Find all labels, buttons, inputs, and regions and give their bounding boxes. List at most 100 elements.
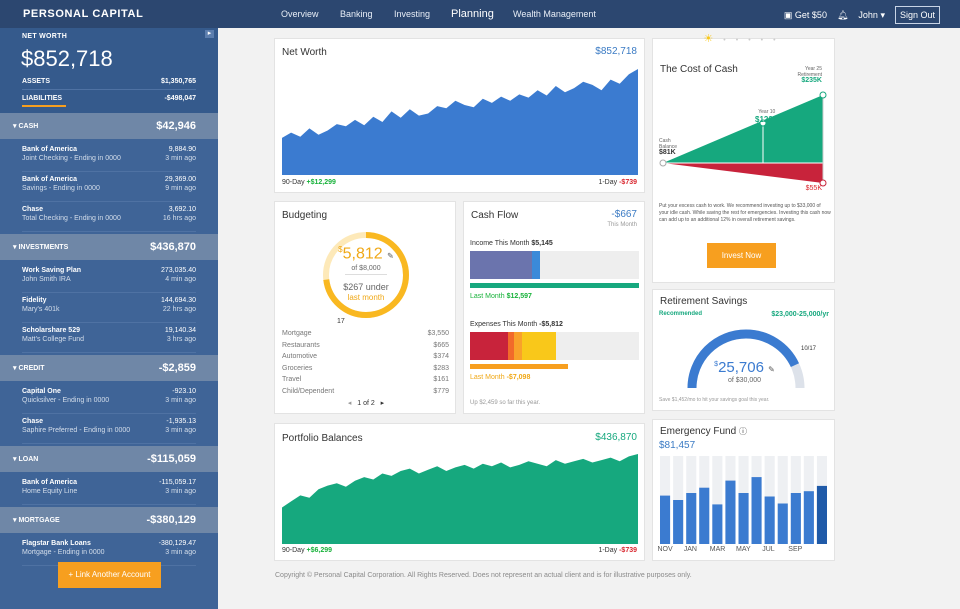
retirement-savings-card[interactable]: Retirement Savings Recommended $23,000-2…: [652, 289, 835, 411]
carousel-dots[interactable]: ☀•••••: [703, 33, 786, 45]
nav-wealth-management[interactable]: Wealth Management: [513, 9, 596, 19]
portfolio-card[interactable]: Portfolio Balances $436,870 90-Day +$6,2…: [274, 423, 645, 561]
logo[interactable]: PERSONAL CAPITAL: [23, 8, 144, 20]
account-time: 3 min ago: [165, 155, 196, 162]
emergency-bar[interactable]: [777, 503, 788, 545]
budget-category-row[interactable]: Automotive $374: [282, 353, 449, 365]
section-loan[interactable]: ▾ LOAN -$115,059: [0, 446, 218, 472]
sign-out-button[interactable]: Sign Out: [894, 6, 940, 24]
account-row[interactable]: Chase Saphire Preferred - Ending in 0000 -…: [22, 416, 196, 444]
account-value: 3,692.10: [168, 206, 196, 213]
sun-icon: ☀: [703, 33, 724, 45]
get-50-link[interactable]: ▣ Get $50: [784, 10, 827, 21]
portfolio-1day-value: -$739: [619, 547, 637, 554]
collapse-sidebar-icon[interactable]: ▸: [205, 30, 214, 38]
account-row[interactable]: Chase Total Checking - Ending in 0000 3,69…: [22, 204, 196, 232]
emergency-bar[interactable]: [686, 493, 697, 544]
assets-row[interactable]: ASSETS $1,350,765: [22, 78, 196, 85]
budget-ring: [323, 232, 409, 318]
retirement-note: Save $1,452/mo to hit your savings goal …: [659, 397, 770, 403]
emergency-bar[interactable]: [738, 493, 749, 544]
account-time: 22 hrs ago: [162, 306, 196, 313]
account-row[interactable]: Bank of America Joint Checking - Ending i…: [22, 144, 196, 172]
emergency-title-row: Emergency Fund ⓘ: [660, 426, 747, 437]
year25-value: $235K: [801, 77, 822, 84]
pencil-icon[interactable]: ✎: [387, 251, 394, 261]
budget-category-row[interactable]: Child/Dependent $779: [282, 388, 449, 400]
budget-category-row[interactable]: Mortgage $3,550: [282, 330, 449, 342]
emergency-bar[interactable]: [712, 504, 723, 544]
nav-overview[interactable]: Overview: [281, 9, 319, 19]
cashflow-card[interactable]: Cash Flow -$667 This Month Income This M…: [463, 201, 645, 414]
networth-90day: 90-Day +$12,299: [282, 179, 336, 186]
account-row[interactable]: Bank of America Home Equity Line -115,059.…: [22, 477, 196, 505]
liabilities-underline: [22, 105, 66, 107]
emergency-bar[interactable]: [751, 477, 762, 544]
user-menu[interactable]: John ▾: [858, 10, 885, 21]
budget-category-row[interactable]: Groceries $283: [282, 365, 449, 377]
emergency-bar[interactable]: [725, 480, 736, 544]
section-amount: -$380,129: [146, 514, 196, 526]
account-sub: Savings - Ending in 0000: [22, 185, 100, 192]
section-credit[interactable]: ▾ CREDIT -$2,859: [0, 355, 218, 381]
cost-of-cash-card[interactable]: ☀••••• The Cost of Cash Year 25 Retiremen…: [652, 33, 835, 283]
retirement-rec-value: $23,000-25,000/yr: [771, 311, 829, 318]
nav-investing[interactable]: Investing: [394, 9, 431, 19]
cash-label: Cash: [659, 138, 671, 144]
divider: [22, 89, 196, 90]
liabilities-row[interactable]: LIABILITIES -$498,047: [22, 95, 196, 102]
emergency-bar[interactable]: [764, 496, 775, 545]
account-row[interactable]: Fidelity Mary's 401k 144,694.30 22 hrs ago: [22, 295, 196, 323]
bell-icon[interactable]: 🔔︎: [836, 9, 849, 20]
info-icon[interactable]: ⓘ: [738, 427, 747, 436]
networth-card[interactable]: Net Worth $852,718 90-Day +$12,299 1-Day…: [274, 38, 645, 193]
section-investments[interactable]: ▾ INVESTMENTS $436,870: [0, 234, 218, 260]
portfolio-90day-value: +$6,299: [306, 547, 333, 554]
nav-banking[interactable]: Banking: [340, 9, 373, 19]
account-row[interactable]: Capital One Quicksilver - Ending in 0000 -…: [22, 386, 196, 414]
networth-label: NET WORTH: [22, 33, 68, 40]
account-row[interactable]: Work Saving Plan John Smith IRA 273,035.40…: [22, 265, 196, 293]
emergency-bar[interactable]: [790, 493, 801, 544]
budgeting-title: Budgeting: [282, 210, 328, 221]
account-time: 3 min ago: [165, 488, 196, 495]
link-another-account-button[interactable]: + Link Another Account: [58, 562, 161, 588]
expenses-bar-segment: [514, 332, 522, 360]
account-name: Bank of America: [22, 176, 77, 183]
account-value: 144,694.30: [160, 297, 196, 304]
category-value: $665: [433, 341, 449, 349]
section-amount: $42,946: [156, 120, 196, 132]
emergency-bar[interactable]: [816, 485, 827, 544]
retirement-gauge: [687, 329, 805, 389]
chevron-left-icon[interactable]: ◂: [347, 400, 352, 407]
section-label: ▾ INVESTMENTS: [13, 244, 69, 251]
emergency-bar[interactable]: [803, 491, 814, 544]
emergency-bar[interactable]: [673, 500, 684, 544]
emergency-fund-card[interactable]: Emergency Fund ⓘ $81,457 NOV JAN MAR MAY JUL…: [652, 419, 835, 561]
budget-category-row[interactable]: Restaurants $665: [282, 342, 449, 354]
section-mortgage[interactable]: ▾ MORTGAGE -$380,129: [0, 507, 218, 533]
account-row[interactable]: Bank of America Savings - Ending in 0000 2…: [22, 174, 196, 202]
nav-planning[interactable]: Planning: [451, 8, 494, 20]
expenses-bar-segment: [470, 332, 508, 360]
top-navigation-bar: PERSONAL CAPITAL Overview Banking Invest…: [0, 0, 960, 28]
pencil-icon[interactable]: ✎: [768, 365, 775, 374]
portfolio-90day: 90-Day +$6,299: [282, 547, 332, 554]
chevron-right-icon[interactable]: ▸: [380, 400, 385, 407]
networth-1day: 1-Day -$739: [598, 179, 637, 186]
year10-label-block: Year 10 $122K: [755, 109, 779, 124]
budgeting-card[interactable]: Budgeting $5,812 ✎ of $8,000 $267 under …: [274, 201, 456, 414]
budget-category-row[interactable]: Travel $161: [282, 376, 449, 388]
cost-of-cash-title: The Cost of Cash: [660, 64, 738, 75]
section-cash[interactable]: ▾ CASH $42,946: [0, 113, 218, 139]
emergency-bar[interactable]: [660, 495, 671, 544]
expenses-bar-segment: [522, 332, 556, 360]
income-last-value: $12,597: [506, 293, 532, 300]
account-row[interactable]: Scholarshare 529 Matt's College Fund 19,14…: [22, 325, 196, 353]
cashflow-value: -$667: [611, 209, 637, 220]
section-amount: -$2,859: [158, 362, 196, 374]
invest-now-button[interactable]: Invest Now: [707, 243, 776, 268]
emergency-bar[interactable]: [699, 487, 710, 544]
account-value: -115,059.17: [159, 479, 196, 486]
account-sub: John Smith IRA: [22, 276, 71, 283]
